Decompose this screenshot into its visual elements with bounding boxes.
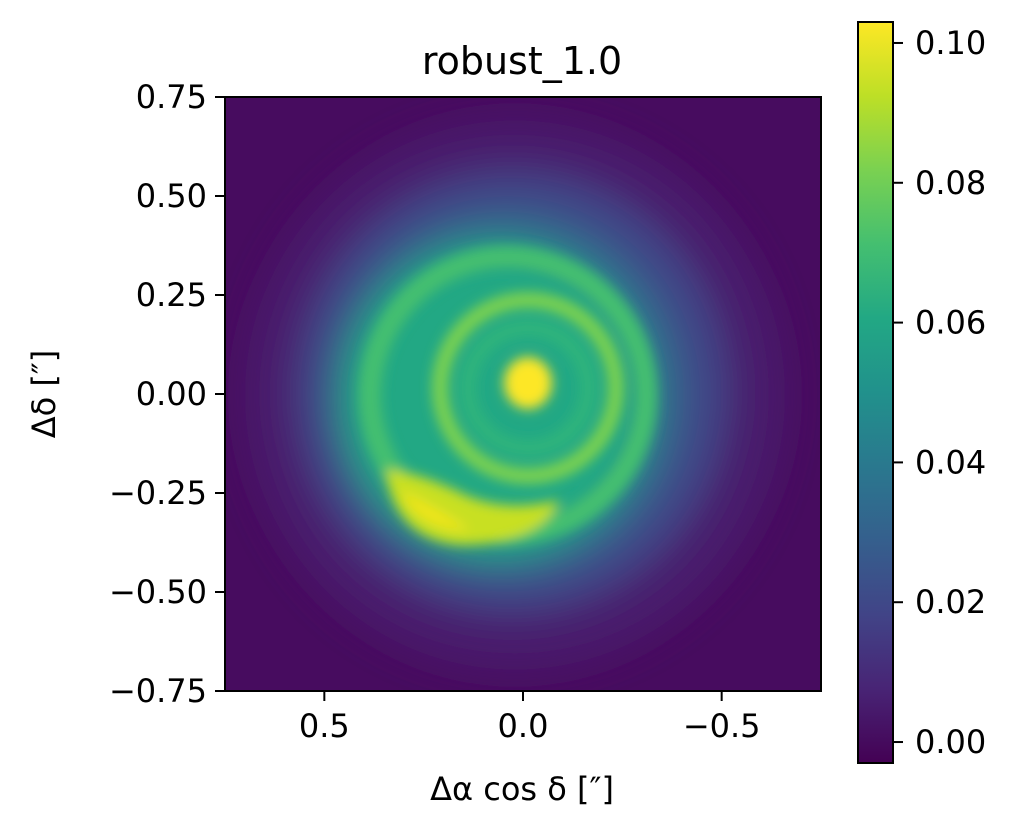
colorbar [857, 21, 894, 764]
colorbar-tick-label: 0.04 [915, 443, 986, 481]
x-tick-label: −0.5 [683, 707, 761, 745]
y-tick-label: 0.00 [136, 375, 207, 413]
colorbar-tick-label: 0.08 [915, 164, 986, 202]
colorbar-tick-label: 0.06 [915, 304, 986, 342]
colorbar-tick-label: 0.00 [915, 723, 986, 761]
y-tick-label: 0.25 [136, 276, 207, 314]
southeast-arc-core [400, 490, 470, 530]
x-tick-label: 0.0 [498, 707, 549, 745]
colorbar-ticks: 0.00 0.02 0.04 0.06 0.08 0.10 [893, 24, 986, 761]
colorbar-tick-label: 0.02 [915, 583, 986, 621]
heatmap-image [225, 97, 821, 691]
inner-gap [460, 320, 596, 456]
x-axis-label: Δα cos δ [″] [430, 770, 614, 808]
y-tick-label: −0.50 [109, 573, 207, 611]
y-axis-ticks: 0.75 0.50 0.25 0.00 −0.25 −0.50 −0.75 [109, 78, 225, 710]
emission-rings [359, 246, 657, 545]
colorbar-tick-label: 0.10 [915, 24, 986, 62]
x-axis-ticks: 0.5 0.0 −0.5 [299, 691, 761, 745]
southeast-bright-arc [385, 470, 560, 545]
inner-ring [432, 292, 624, 484]
y-tick-label: −0.75 [109, 672, 207, 710]
central-peak [504, 357, 552, 409]
x-tick-label: 0.5 [299, 707, 350, 745]
y-tick-label: 0.75 [136, 78, 207, 116]
y-axis-label: Δδ [″] [25, 350, 63, 439]
y-tick-label: −0.25 [109, 474, 207, 512]
y-tick-label: 0.50 [136, 177, 207, 215]
chart-title: robust_1.0 [422, 39, 622, 83]
